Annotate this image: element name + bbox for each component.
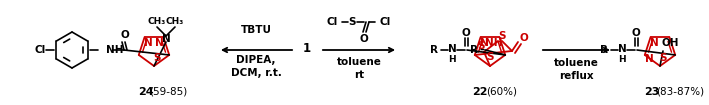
Text: CH₃: CH₃ <box>148 16 166 26</box>
Text: N: N <box>650 38 659 48</box>
Text: S: S <box>153 53 161 63</box>
Text: 24: 24 <box>138 87 154 97</box>
Text: S: S <box>498 31 506 41</box>
Text: –: – <box>480 45 485 55</box>
Text: (60%): (60%) <box>486 87 518 97</box>
Text: S: S <box>486 52 493 62</box>
Text: reflux: reflux <box>559 71 593 81</box>
Text: 23: 23 <box>644 87 659 97</box>
Text: CH₃: CH₃ <box>166 16 184 26</box>
Text: 22: 22 <box>472 87 488 97</box>
Text: O: O <box>359 34 369 44</box>
Text: N: N <box>155 38 164 48</box>
Text: toluene: toluene <box>554 58 598 68</box>
Text: (59-85): (59-85) <box>149 87 187 97</box>
Text: DIPEA,: DIPEA, <box>236 55 276 65</box>
Text: NH: NH <box>106 45 123 55</box>
Text: 1: 1 <box>303 41 311 54</box>
Text: R: R <box>430 45 438 55</box>
Text: Cl: Cl <box>380 17 391 27</box>
Text: N: N <box>618 44 626 54</box>
Text: S: S <box>348 17 356 27</box>
Text: S: S <box>659 53 666 63</box>
Text: NH: NH <box>485 38 502 48</box>
Text: R: R <box>600 45 608 55</box>
Text: O: O <box>520 33 528 43</box>
Text: Cl: Cl <box>34 45 45 55</box>
Text: O: O <box>462 28 470 38</box>
Text: DCM, r.t.: DCM, r.t. <box>230 68 281 78</box>
Text: O: O <box>632 28 640 38</box>
Text: Cl: Cl <box>327 17 338 27</box>
Text: N: N <box>480 38 489 48</box>
Text: N: N <box>645 54 654 64</box>
Text: TBTU: TBTU <box>240 25 272 35</box>
Text: N: N <box>447 44 457 54</box>
Text: H: H <box>618 54 626 64</box>
Text: N: N <box>144 38 153 48</box>
Text: S: S <box>477 41 485 51</box>
Text: N: N <box>162 34 170 44</box>
Text: (83-87%): (83-87%) <box>656 87 704 97</box>
Text: rt: rt <box>354 70 364 80</box>
Text: H: H <box>448 54 456 64</box>
Text: R: R <box>470 45 478 55</box>
Text: toluene: toluene <box>337 57 381 67</box>
Text: OH: OH <box>661 38 679 48</box>
Text: O: O <box>121 30 129 40</box>
